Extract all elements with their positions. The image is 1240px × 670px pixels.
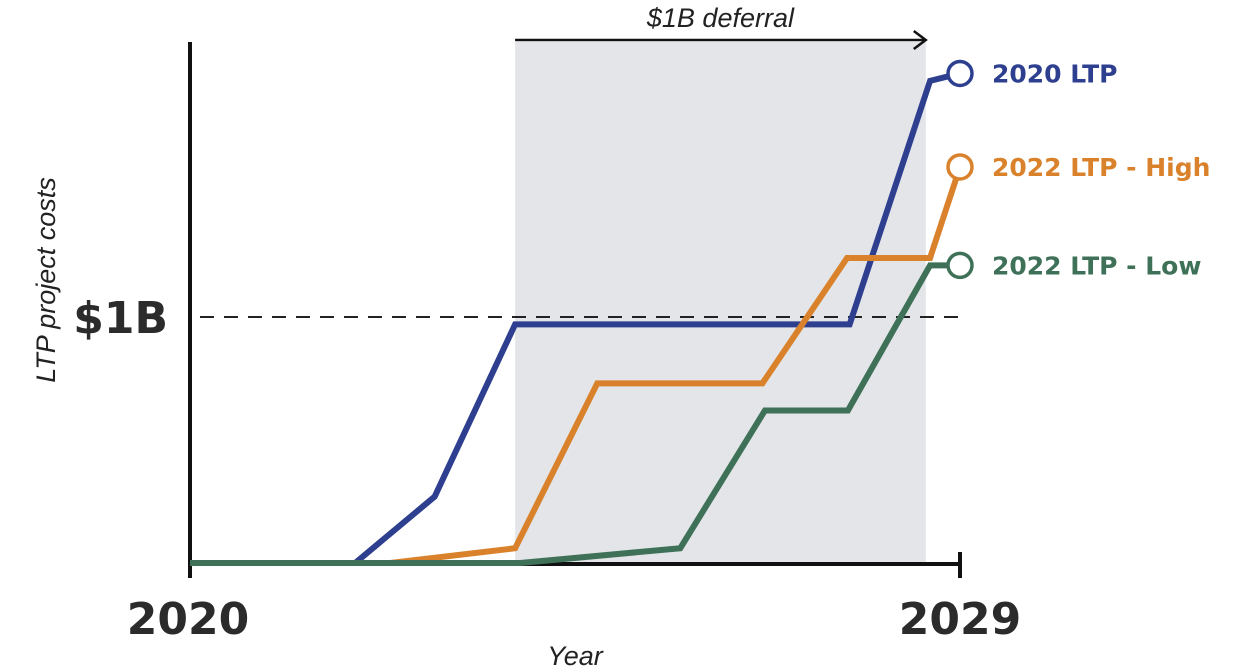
- x-tick-label-2020: 2020: [127, 594, 249, 645]
- one-billion-label: $1B: [73, 293, 168, 344]
- series-endpoint-2022-ltp-low: [946, 251, 974, 280]
- y-axis-label: LTP project costs: [31, 177, 61, 383]
- deferral-label: $1B deferral: [646, 3, 795, 33]
- legend-label-2022-ltp-high: 2022 LTP - High: [992, 153, 1210, 182]
- series-endpoint-2020-ltp: [946, 59, 974, 88]
- series-line-2022-ltp-low: [190, 262, 960, 566]
- deferral-arrowhead: [913, 30, 928, 50]
- x-axis-label: Year: [547, 641, 604, 670]
- x-tick-label-2029: 2029: [899, 594, 1021, 645]
- legend-label-2022-ltp-low: 2022 LTP - Low: [992, 251, 1201, 280]
- legend-label-2020-ltp: 2020 LTP: [992, 59, 1117, 88]
- series-endpoint-2022-ltp-high: [946, 153, 974, 181]
